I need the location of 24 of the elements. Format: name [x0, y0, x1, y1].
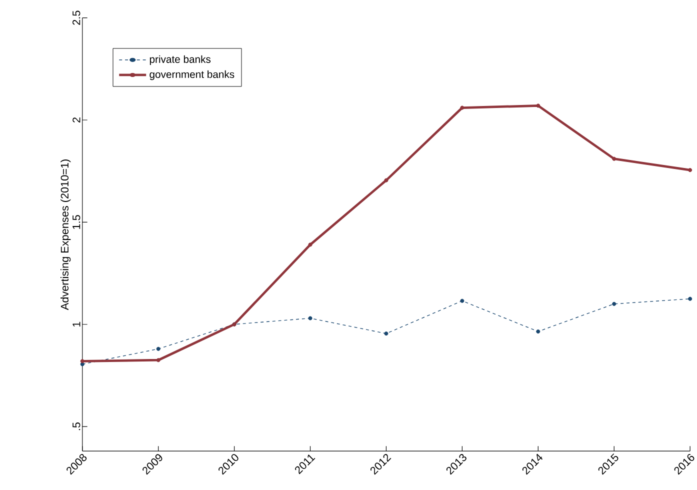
- point: [688, 168, 692, 172]
- point: [80, 362, 84, 366]
- point: [384, 178, 388, 182]
- point: [612, 302, 616, 306]
- y-axis-title: Advertising Expenses (2010=1): [60, 160, 71, 310]
- point: [384, 332, 388, 336]
- point: [80, 359, 84, 364]
- point: [536, 330, 540, 334]
- y-tick-label: 1: [72, 322, 80, 327]
- legend-label: private banks: [150, 55, 211, 66]
- legend-label: government banks: [150, 70, 234, 80]
- point: [308, 316, 312, 320]
- point: [460, 106, 464, 110]
- point: [688, 296, 692, 301]
- point: [536, 104, 540, 108]
- point: [460, 298, 464, 304]
- y-tick-label: .5: [72, 422, 80, 430]
- point: [156, 346, 160, 352]
- point: [308, 242, 312, 247]
- y-tick-label: 2: [72, 118, 80, 123]
- y-tick-label: 2.5: [72, 10, 80, 25]
- y-tick-label: 1.5: [72, 215, 80, 230]
- point: [156, 358, 160, 362]
- point: [612, 156, 616, 162]
